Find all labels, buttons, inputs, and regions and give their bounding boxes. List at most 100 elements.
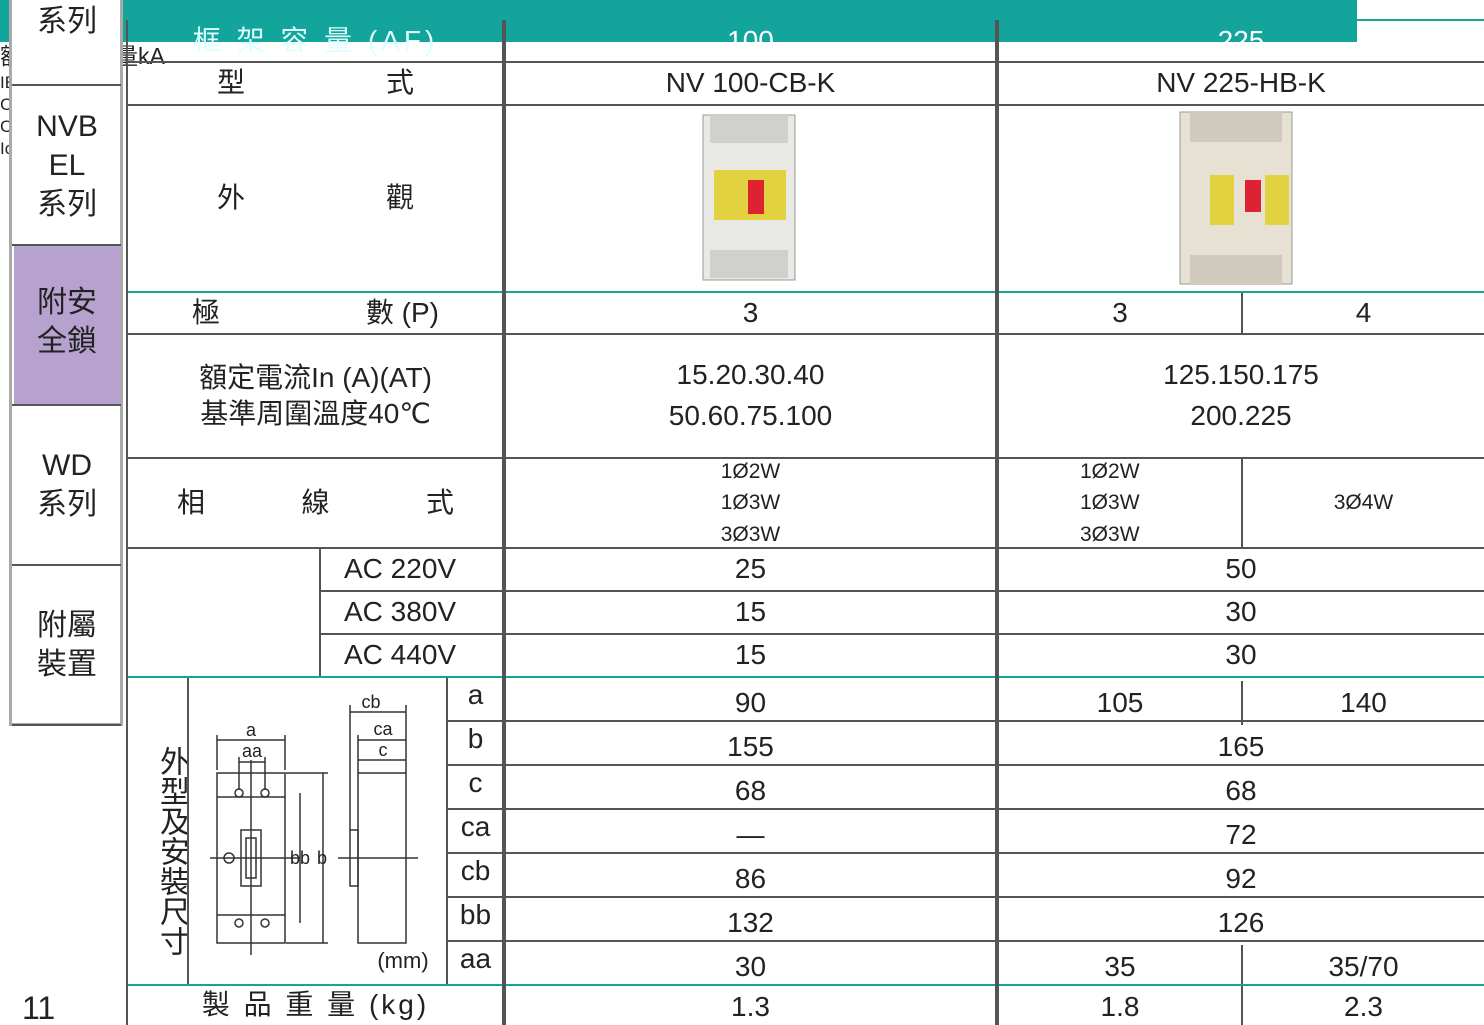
sidebar-tab-line: WD xyxy=(42,449,92,482)
voltage-label: AC 380V xyxy=(344,596,457,628)
row-label: 外觀 xyxy=(127,105,504,292)
cell-value: 105 xyxy=(1096,686,1144,718)
cell-value: NV 100-CB-K xyxy=(665,67,836,99)
cell-value: 140 xyxy=(1340,686,1387,718)
dim-label: b xyxy=(317,848,327,868)
grid-line xyxy=(127,291,1484,293)
grid-line xyxy=(1241,681,1243,725)
sidebar-tab-line: 附安 xyxy=(37,286,97,319)
grid-line xyxy=(447,896,1484,898)
cell-value: 35/70 xyxy=(1328,950,1399,982)
cell-value-line: 1Ø2W xyxy=(720,459,781,483)
unit-label: (mm) xyxy=(377,948,428,973)
cell-value: 68 xyxy=(734,774,767,806)
sidebar-tab-line: 系列 xyxy=(37,5,97,38)
row-label: 製 品 重 量 (kg) xyxy=(201,988,430,1020)
row-label-part: 型 xyxy=(217,67,246,99)
grid-line xyxy=(12,564,121,566)
header-band xyxy=(0,0,1357,42)
cell-value: 50 xyxy=(1225,553,1257,585)
row-label: 相線式 xyxy=(127,458,504,548)
cell-value: 125.150.175 200.225 xyxy=(998,334,1484,458)
sidebar-tab-line: 系列 xyxy=(37,187,97,221)
cell-value: — xyxy=(736,818,765,850)
cell-value-line: 125.150.175 xyxy=(1163,359,1319,391)
cell-value: 72 xyxy=(1225,818,1257,850)
header-label: 框 架 容 量 (AF) xyxy=(192,24,439,56)
cell-value: 4 xyxy=(1355,296,1372,328)
grid-line xyxy=(502,20,504,1025)
dimension-key: bb xyxy=(459,898,492,930)
page-number: 11 xyxy=(22,990,56,1025)
sidebar-tab: NVB EL 系列 xyxy=(14,85,120,245)
cell-value: NV 225-HB-K xyxy=(1156,67,1326,99)
grid-line xyxy=(12,84,121,86)
sidebar-tab-line: NVB xyxy=(36,109,98,143)
grid-line xyxy=(12,244,121,246)
cell-value-line: 1Ø2W xyxy=(1080,459,1140,483)
grid-line xyxy=(1241,292,1243,334)
cell-value: 1Ø2W 1Ø3W 3Ø3W xyxy=(998,458,1242,548)
sidebar-tab-line: EL xyxy=(48,148,86,182)
row-label-part: 相 xyxy=(177,486,206,518)
row-label-part: 外 xyxy=(217,182,246,214)
cell-value-line: 50.60.75.100 xyxy=(668,400,833,431)
row-label: 額定電流In (A)(AT) 基準周圍溫度40℃ xyxy=(127,334,504,458)
voltage-label: AC 220V xyxy=(344,553,457,585)
grid-line xyxy=(127,676,1484,678)
cell-value: 68 xyxy=(1225,774,1257,806)
grid-line xyxy=(127,547,1484,549)
cell-value: 15 xyxy=(734,596,767,628)
dim-label: bb xyxy=(290,848,310,868)
cell-value-line: 1Ø3W xyxy=(720,491,781,515)
cell-value: 30 xyxy=(1225,596,1257,628)
row-label-line: 額定電流In (A)(AT) xyxy=(199,361,432,393)
header-value: 100 xyxy=(727,24,774,56)
cell-value-line: 1Ø3W xyxy=(1080,491,1140,515)
grid-line xyxy=(320,633,1484,635)
grid-line xyxy=(995,20,997,1025)
grid-line xyxy=(447,852,1484,854)
row-label: 極 數 (P) xyxy=(127,292,504,334)
cell-value: 25 xyxy=(734,553,767,585)
grid-line xyxy=(1241,985,1243,1025)
grid-line xyxy=(127,19,1484,21)
sidebar-tab: WD 系列 xyxy=(14,405,120,565)
grid-line xyxy=(1241,458,1243,548)
sidebar-tab: 附安 全鎖 xyxy=(14,245,120,405)
row-label-part: 數 (P) xyxy=(365,296,439,328)
cell-value: 2.3 xyxy=(1344,991,1383,1023)
cell-value: 3 xyxy=(742,296,759,328)
cell-value: 1.8 xyxy=(1100,991,1140,1023)
dimension-key: cb xyxy=(460,854,491,886)
grid-line xyxy=(187,677,189,985)
cell-value-line: 15.20.30.40 xyxy=(676,359,825,391)
sidebar-tab: 系列 xyxy=(14,0,120,85)
row-label-part: 觀 xyxy=(385,182,414,214)
grid-line xyxy=(1241,945,1243,989)
sidebar-tab-line: 系列 xyxy=(37,488,97,521)
row-label-part: 極 xyxy=(192,296,221,328)
dim-label: cb xyxy=(361,692,380,712)
cell-value-line: 200.225 xyxy=(1190,400,1292,431)
cell-value: 90 xyxy=(734,686,767,718)
cell-value: 92 xyxy=(1225,862,1257,894)
grid-line xyxy=(504,20,506,1025)
cell-value: 86 xyxy=(734,862,767,894)
grid-line xyxy=(997,20,999,1025)
grid-line xyxy=(446,677,448,985)
row-label-part: 式 xyxy=(385,67,414,99)
grid-line xyxy=(127,333,1484,335)
product-image-225 xyxy=(1179,111,1293,285)
cell-value: 30 xyxy=(734,950,767,982)
sidebar-tab-line: 全鎖 xyxy=(37,325,97,358)
grid-line xyxy=(127,104,1484,106)
grid-line xyxy=(12,724,121,726)
cell-value: 126 xyxy=(1217,906,1265,938)
grid-line xyxy=(319,548,321,677)
cell-value: 15 xyxy=(734,639,767,671)
cell-value: 1Ø2W 1Ø3W 3Ø3W xyxy=(505,458,996,548)
cell-value-line: 3Ø3W xyxy=(720,522,781,546)
grid-line xyxy=(126,20,128,1025)
